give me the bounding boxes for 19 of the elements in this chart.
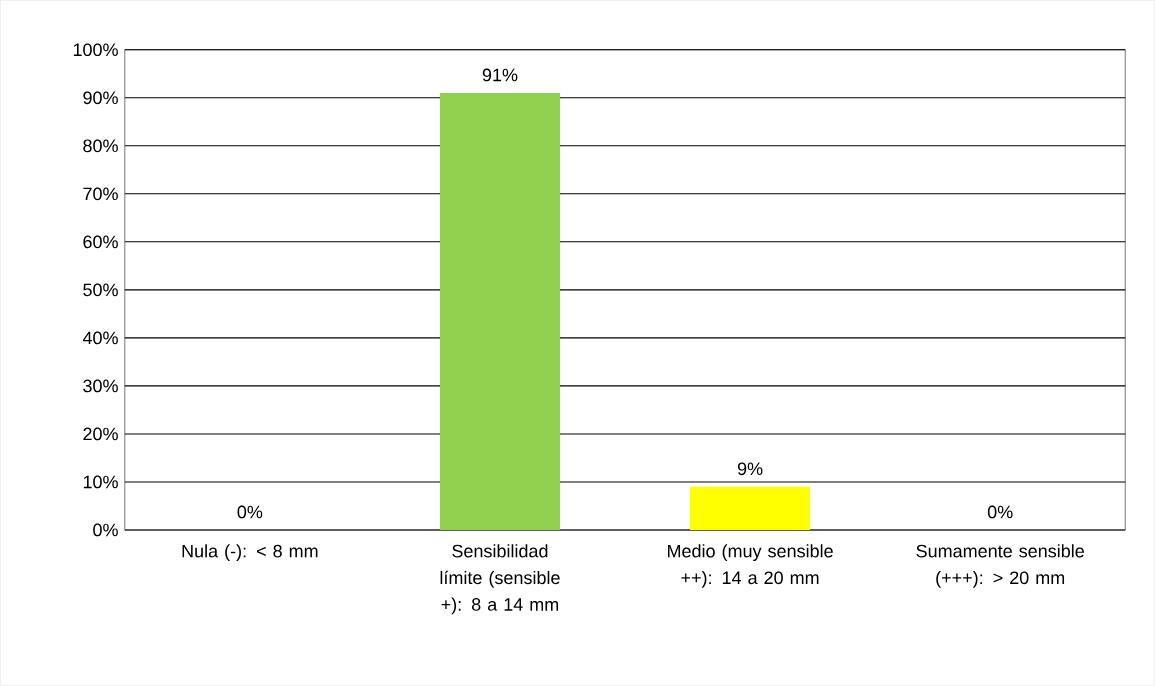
x-tick-label: Sensibilidad límite (sensible +): 8 a 14 mm	[440, 544, 560, 615]
y-tick-label: 10%	[83, 475, 118, 489]
y-tick-label: 90%	[83, 91, 118, 105]
y-tick-label: 0%	[93, 523, 118, 537]
y-tick-label: 40%	[82, 331, 118, 345]
y-tick-label: 60%	[83, 235, 118, 249]
x-tick-label: Medio (muy sensible ++): 14 a 20 mm	[668, 544, 833, 588]
y-tick-label: 50%	[83, 283, 118, 297]
data-label: 0%	[987, 505, 1013, 519]
data-label: 0%	[237, 505, 263, 519]
y-tick-label: 70%	[83, 187, 118, 201]
data-label: 9%	[737, 462, 763, 476]
data-label: 91%	[482, 68, 518, 82]
y-tick-label: 100%	[73, 43, 118, 57]
y-tick-label: 80%	[83, 139, 118, 153]
x-tick-label: Sumamente sensible (+++): > 20 mm	[916, 544, 1084, 588]
y-tick-label: 20%	[83, 427, 118, 441]
x-tick-label: Nula (-): < 8 mm	[182, 544, 318, 562]
y-tick-label: 30%	[83, 379, 118, 393]
